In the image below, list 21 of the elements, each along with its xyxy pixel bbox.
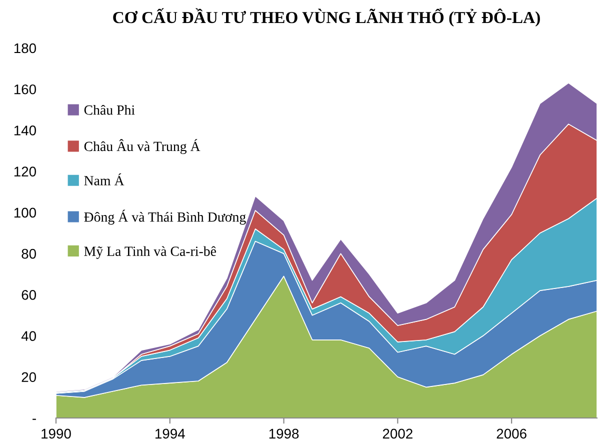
y-tick-label: 20	[22, 372, 36, 382]
y-tick-label: 120	[14, 166, 36, 177]
x-tick-label: 1994	[156, 428, 185, 439]
legend-label: Châu Âu và Trung Á	[84, 139, 200, 154]
x-tick-label: 1998	[269, 428, 299, 439]
y-tick-label: 80	[22, 248, 36, 259]
legend-label: Châu Phi	[84, 104, 135, 115]
legend-label: Nam Á	[84, 173, 124, 186]
x-tick-label: 2002	[382, 428, 412, 439]
y-tick-label: 160	[14, 84, 36, 94]
legend-label: Mỹ La Tinh và Ca-ri-bê	[84, 246, 216, 259]
legend-label: Đông Á và Thái Bình Dương	[84, 210, 246, 225]
y-tick-label: 140	[14, 126, 36, 136]
y-tick-label: 100	[14, 208, 36, 218]
chart-title: CƠ CẤU ĐẦU TƯ THEO VÙNG LÃNH THỔ (TỶ ĐÔ-LA)	[113, 8, 540, 27]
y-tick-label: 180	[14, 43, 36, 54]
x-tick-label: 2006	[496, 428, 526, 439]
y-tick-label: 60	[22, 290, 36, 300]
y-tick-label: 40	[21, 331, 36, 341]
y-tick-label: -	[32, 418, 36, 420]
x-tick-label: 1990	[42, 428, 71, 439]
